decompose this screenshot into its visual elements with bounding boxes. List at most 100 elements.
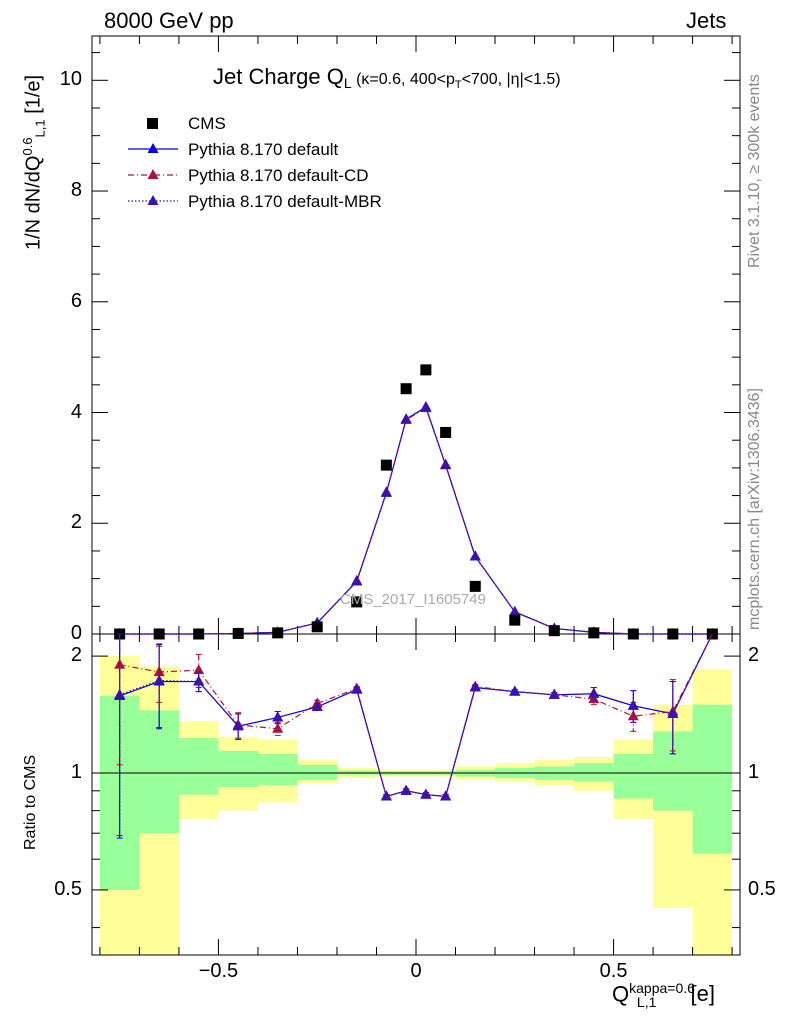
ratio-uncertainty-bands: [99, 656, 733, 955]
series-line: [119, 406, 713, 635]
title-detail: (κ=0.6, 400<p: [356, 71, 455, 88]
main-ylabel-unit: [1/e]: [22, 74, 45, 120]
legend-label-cd: Pythia 8.170 default-CD: [188, 166, 369, 185]
series-marker: [351, 575, 363, 586]
ratio-y-axis-label: Ratio to CMS: [22, 754, 39, 850]
cms-data-point: [420, 364, 432, 376]
ratio-y-tick-label-right: 1: [748, 761, 760, 784]
analysis-watermark: CMS_2017_I1605749: [340, 591, 486, 608]
main-y-tick-label: 6: [70, 289, 82, 312]
process-label: Jets: [686, 8, 727, 33]
ratio-y-tick-label-left: 2: [70, 644, 82, 667]
ratio-marker: [469, 681, 481, 692]
energy-label: 8000 GeV pp: [104, 8, 234, 33]
ratio-line: [119, 633, 713, 798]
axis-ticks: [92, 36, 740, 955]
ratio-y-tick-label-right: 0.5: [748, 877, 776, 900]
ratio-marker: [153, 674, 165, 685]
ratio-y-tick-label-left: 1: [70, 761, 82, 784]
plot-title: Jet Charge QL (κ=0.6, 400<pT<700, |η|<1.…: [213, 64, 561, 91]
ratio-marker: [588, 687, 600, 698]
ratio-marker: [232, 720, 244, 731]
ratio-marker: [400, 784, 412, 795]
xlabel-unit: [e]: [684, 981, 715, 1007]
series-marker: [420, 401, 432, 412]
ratio-marker: [420, 788, 432, 799]
cms-data-point: [667, 628, 679, 640]
ratio-marker: [509, 685, 521, 696]
ratio-marker: [114, 658, 126, 669]
legend-marker: [147, 143, 159, 153]
main-y-tick-label: 10: [59, 68, 82, 91]
ratio-marker: [380, 790, 392, 801]
ratio-marker: [627, 699, 639, 710]
series-marker: [469, 550, 481, 561]
legend-label-mbr: Pythia 8.170 default-MBR: [188, 192, 382, 211]
green-band-bin: [574, 763, 614, 782]
title-main: Jet Charge Q: [213, 64, 344, 89]
main-y-tick-label: 0: [70, 622, 82, 644]
mcplots-label: mcplots.cern.ch [arXiv:1306.3436]: [746, 388, 763, 630]
main-ylabel-sup: 0.6: [20, 137, 35, 156]
x-tick-label: 0: [410, 960, 422, 982]
main-y-tick-label: 2: [70, 511, 82, 534]
cms-data-point: [440, 426, 452, 438]
ratio-marker: [272, 711, 284, 722]
cms-data-point: [469, 580, 481, 592]
title-detail-tail: <700, |η|<1.5): [461, 71, 561, 88]
ratio-marker: [311, 700, 323, 711]
ratio-marker: [272, 722, 284, 733]
green-band-bin: [692, 704, 733, 854]
x-tick-label: −0.5: [198, 960, 239, 982]
title-main-sub: L: [343, 75, 352, 92]
xlabel-text: Q: [612, 981, 630, 1007]
title-detail-sub: T: [454, 79, 462, 92]
cms-data-point: [272, 627, 284, 639]
ratio-marker: [153, 666, 165, 677]
green-band-bin: [613, 753, 654, 799]
series-marker: [440, 459, 452, 470]
cms-data-point: [153, 628, 165, 640]
ratio-series: [114, 633, 713, 839]
cms-data-point: [548, 625, 560, 637]
legend-marker: [147, 195, 159, 205]
series-marker: [509, 605, 521, 616]
ratio-marker: [114, 688, 126, 699]
rivet-label: Rivet 3.1.10, ≥ 300k events: [746, 74, 763, 268]
legend-label-default: Pythia 8.170 default: [188, 140, 339, 159]
legend-markers: [128, 118, 178, 205]
legend-marker-cms: [147, 118, 158, 129]
ratio-marker: [193, 675, 205, 686]
green-band-bin: [297, 764, 337, 780]
ratio-marker: [351, 683, 363, 694]
main-ylabel-text: 1/N dN/dQ: [22, 155, 45, 250]
x-axis-label: Qkappa=0.6L,1 [e]: [612, 980, 715, 1010]
cms-data-point: [193, 628, 205, 640]
cms-data-point: [400, 383, 412, 395]
cms-data-point: [588, 627, 600, 639]
cms-data-point: [380, 459, 392, 471]
ratio-y-tick-label-right: 2: [748, 644, 760, 667]
green-band-bin: [218, 750, 258, 788]
main-y-tick-label: 8: [70, 179, 82, 202]
cms-data-point: [311, 621, 323, 633]
ratio-marker: [440, 790, 452, 801]
cms-data-point: [232, 627, 244, 639]
cms-data-point: [627, 628, 639, 640]
main-ylabel-sub: L,1: [32, 119, 48, 138]
series-marker: [380, 486, 392, 497]
main-y-axis-label: 1/N dN/dQ0.6L,1 [1/e]: [20, 75, 48, 250]
green-band-bin: [178, 738, 219, 795]
green-band-bin: [139, 710, 179, 834]
series-marker: [400, 413, 412, 424]
cms-data-point: [351, 596, 363, 608]
cms-data-point: [509, 614, 521, 626]
legend-marker: [147, 169, 159, 179]
main-y-tick-label: 4: [70, 400, 82, 423]
green-band-bin: [257, 753, 298, 786]
ratio-y-tick-label-left: 0.5: [54, 877, 82, 900]
ratio-marker: [667, 707, 679, 718]
x-tick-label: 0.5: [599, 960, 628, 982]
ratio-marker: [548, 688, 560, 699]
